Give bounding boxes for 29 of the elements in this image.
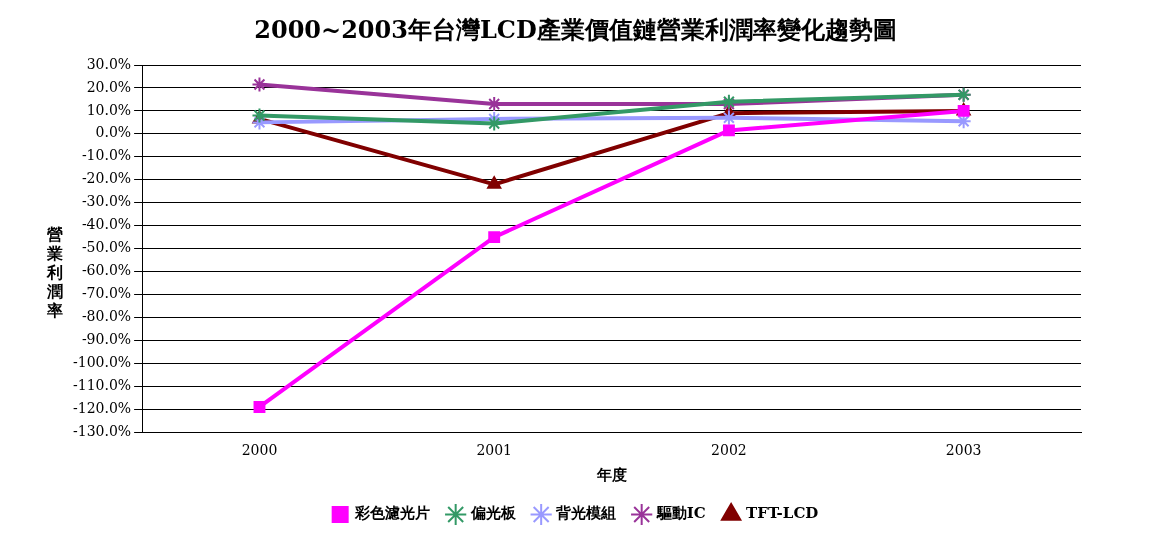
y-tick-label: 30.0% (86, 55, 132, 72)
y-tick-label: -50.0% (81, 239, 132, 256)
y-tick-label: 20.0% (86, 78, 132, 95)
y-tick-label: -70.0% (81, 285, 132, 302)
y-tick-label: -80.0% (81, 308, 132, 325)
y-tick-label: 10.0% (86, 101, 132, 118)
y-tick-label: -100.0% (72, 353, 132, 370)
y-tick-label: -90.0% (81, 331, 132, 348)
x-tick-label: 2001 (476, 442, 513, 459)
x-tick-label: 2000 (241, 442, 278, 459)
chart-title: 2000~2003年台灣LCD產業價值鏈營業利潤率變化趨勢圖 (253, 14, 898, 46)
y-tick-label: -110.0% (72, 376, 132, 393)
x-tick-label: 2003 (945, 442, 982, 459)
y-tick-label: -120.0% (72, 399, 132, 416)
legend-label: TFT-LCD (746, 504, 819, 523)
x-axis-title: 年度 (595, 465, 627, 484)
y-tick-label: 0.0% (95, 124, 132, 141)
y-tick-label: -30.0% (81, 193, 132, 210)
legend-label: 驅動IC (655, 504, 706, 523)
legend-label: 偏光板 (469, 504, 517, 523)
y-tick-label: -130.0% (72, 422, 132, 439)
y-tick-label: -60.0% (81, 262, 132, 279)
legend-label: 彩色濾光片 (354, 504, 431, 523)
legend-label: 背光模組 (555, 504, 617, 523)
y-axis-title: 營業利潤率 (46, 225, 64, 320)
x-tick-label: 2002 (711, 442, 747, 459)
y-tick-label: -20.0% (81, 170, 132, 187)
y-tick-label: -40.0% (81, 216, 132, 233)
y-tick-label: -10.0% (81, 147, 132, 164)
